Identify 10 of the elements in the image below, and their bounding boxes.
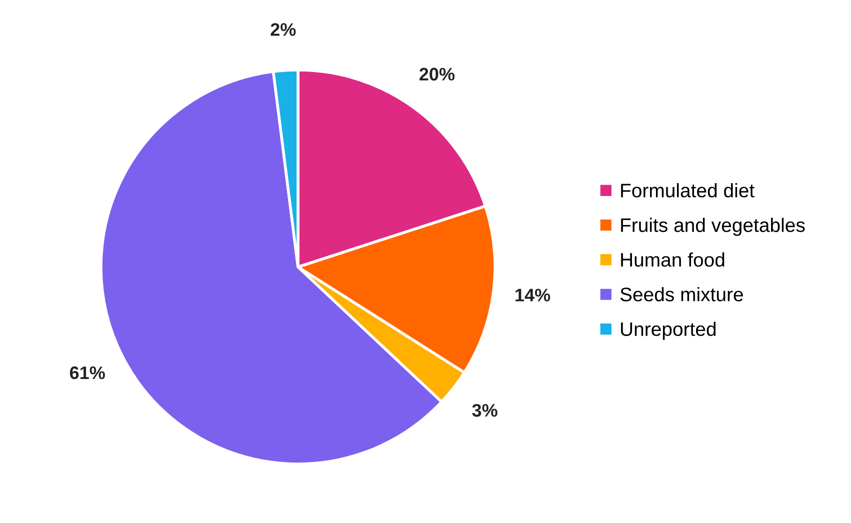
legend-label: Seeds mixture [620,287,743,302]
legend-label: Fruits and vegetables [621,218,805,236]
data-label: 3% [472,404,498,417]
data-label: 14% [516,288,550,302]
data-label: 20% [420,68,455,81]
data-label: 61% [70,366,105,380]
legend-label: Unreported [621,322,716,340]
data-label: 2% [270,23,296,36]
legend-label: Human food [621,252,724,267]
legend-label: Formulated diet [621,183,754,198]
